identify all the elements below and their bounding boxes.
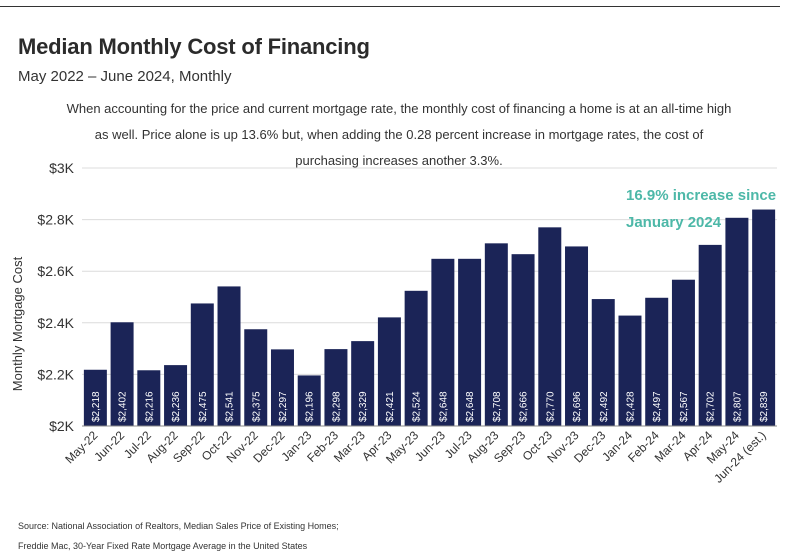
y-tick-label: $2.4K	[37, 315, 74, 331]
bar	[538, 227, 562, 426]
y-tick-label: $3K	[49, 160, 75, 176]
bar	[645, 297, 669, 426]
bar	[190, 303, 214, 426]
x-tick-label: Jun-23	[412, 428, 448, 464]
bar-value-label: $2,770	[545, 391, 556, 422]
bar	[164, 365, 188, 426]
bar-value-label: $2,216	[144, 391, 155, 422]
bar	[458, 258, 482, 426]
callout-line-1: 16.9% increase since	[626, 187, 777, 204]
bar-value-label: $2,648	[465, 391, 476, 422]
bar	[404, 290, 428, 426]
bar	[671, 279, 695, 426]
bar-value-label: $2,567	[679, 391, 690, 422]
bar-value-label: $2,702	[706, 391, 717, 422]
bar-value-label: $2,492	[599, 391, 610, 422]
bar	[431, 258, 455, 426]
bar	[297, 375, 321, 426]
bar-value-label: $2,541	[225, 391, 236, 422]
source-line-1: Source: National Association of Realtors…	[18, 521, 339, 531]
bar-value-label: $2,475	[198, 391, 209, 422]
y-axis-label: Monthly Mortgage Cost	[10, 256, 25, 391]
y-tick-label: $2.6K	[37, 263, 74, 279]
x-axis: May-22Jun-22Jul-22Aug-22Sep-22Oct-22Nov-…	[62, 428, 768, 486]
bar	[137, 370, 161, 426]
bar	[351, 341, 375, 426]
top-rule	[0, 6, 780, 7]
bar	[324, 349, 348, 426]
bar	[618, 315, 642, 426]
bar	[83, 369, 107, 426]
chart-subtitle: May 2022 – June 2024, Monthly	[18, 68, 232, 85]
x-tick-label: Mar-24	[652, 428, 689, 465]
bar	[244, 329, 268, 426]
bars	[83, 209, 776, 426]
bar-value-label: $2,666	[519, 391, 530, 422]
source-note: Source: National Association of Realtors…	[18, 516, 339, 556]
bar-value-label: $2,375	[251, 391, 262, 422]
bar-value-label: $2,696	[572, 391, 583, 422]
bar-value-label: $2,218	[91, 391, 102, 422]
bar	[511, 254, 535, 426]
x-tick-label: Jun-22	[91, 428, 127, 464]
bar-value-label: $2,428	[625, 391, 636, 422]
bar	[484, 243, 508, 426]
bar	[725, 217, 749, 426]
bar	[591, 299, 615, 426]
bar-value-label: $2,421	[385, 391, 396, 422]
bar-value-label: $2,524	[412, 391, 423, 422]
callout-line-2: January 2024	[626, 214, 722, 231]
source-line-2: Freddie Mac, 30-Year Fixed Rate Mortgage…	[18, 541, 308, 551]
x-tick-label: Mar-23	[331, 428, 368, 465]
bar-value-label: $2,839	[759, 391, 770, 422]
bar-value-labels: $2,218 $2,402 $2,216 $2,236 $2,475 $2,541 $2,3…	[91, 391, 770, 422]
bar-value-label: $2,807	[732, 391, 743, 422]
chart-title: Median Monthly Cost of Financing	[18, 34, 370, 59]
bar	[698, 244, 722, 426]
bar	[217, 286, 241, 426]
bar	[377, 317, 401, 426]
bar-value-label: $2,297	[278, 391, 289, 422]
chart-annotation: When accounting for the price and curren…	[66, 101, 732, 168]
bar-value-label: $2,497	[652, 391, 663, 422]
increase-callout: 16.9% increase since January 2024	[626, 182, 776, 236]
y-axis: $2K $2.2K $2.4K $2.6K $2.8K $3K	[37, 160, 74, 434]
y-tick-label: $2K	[49, 418, 75, 434]
bar-value-label: $2,402	[118, 391, 129, 422]
bar-value-label: $2,196	[305, 391, 316, 422]
bar-value-label: $2,298	[331, 391, 342, 422]
bar-value-label: $2,648	[438, 391, 449, 422]
bar-value-label: $2,329	[358, 391, 369, 422]
y-tick-label: $2.8K	[37, 212, 74, 228]
bar	[565, 246, 589, 426]
bar	[752, 209, 776, 426]
bar-value-label: $2,236	[171, 391, 182, 422]
y-tick-label: $2.2K	[37, 366, 74, 382]
bar	[110, 322, 134, 426]
bar	[270, 349, 294, 426]
bar-value-label: $2,708	[492, 391, 503, 422]
